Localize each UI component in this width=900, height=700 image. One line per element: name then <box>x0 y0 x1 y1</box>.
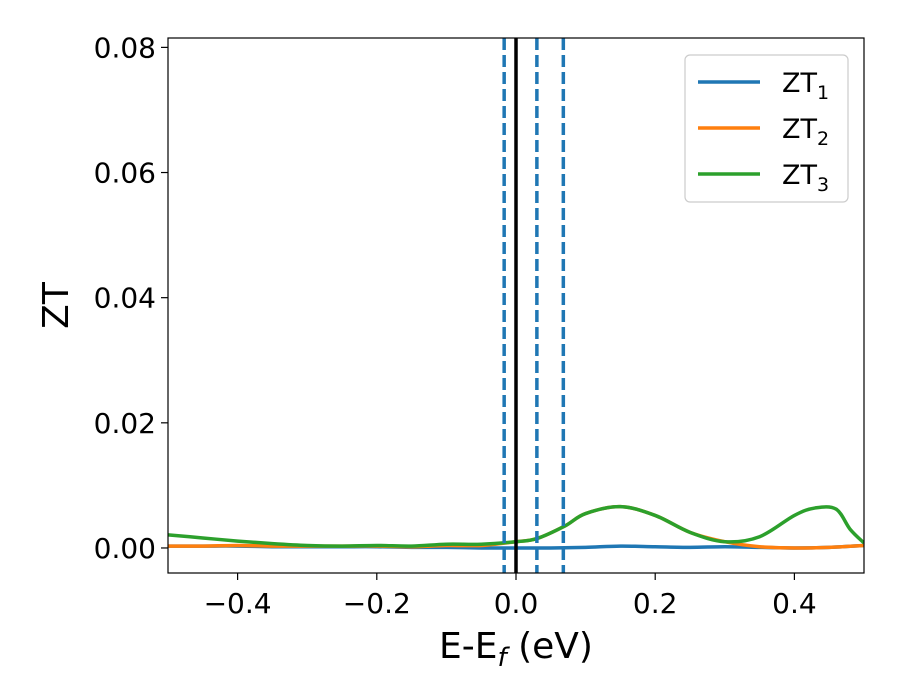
x-tick-label: 0.2 <box>633 587 678 620</box>
x-tick-label: 0.0 <box>494 587 539 620</box>
legend-label-main: ZT <box>782 68 817 99</box>
y-tick-label: 0.04 <box>94 282 156 315</box>
legend-box <box>684 54 849 203</box>
y-tick-label: 0.00 <box>94 532 156 565</box>
x-tick-label: 0.4 <box>772 587 817 620</box>
legend-label-zt3: ZT3 <box>782 160 829 196</box>
legend-label-main: ZT <box>782 160 817 191</box>
legend-label-subscript: 2 <box>817 128 829 150</box>
x-tick-label: −0.4 <box>204 587 272 620</box>
legend-label-zt1: ZT1 <box>782 68 829 104</box>
legend-label-subscript: 1 <box>817 82 829 104</box>
x-tick-label: −0.2 <box>343 587 411 620</box>
axis-labels-layer: E-Ef (eV) ZT <box>36 281 593 673</box>
legend-label-subscript: 3 <box>817 174 829 196</box>
series-line-zt3 <box>168 504 864 548</box>
legend-label-zt2: ZT2 <box>782 114 829 150</box>
ticks-layer: −0.4 −0.2 0.0 0.2 0.4 0.00 0.02 0.04 0.06 0.08 <box>94 31 817 620</box>
x-axis-label: E-Ef (eV) <box>439 626 593 673</box>
y-axis-label: ZT <box>36 281 77 329</box>
reference-lines-layer <box>502 38 566 573</box>
y-tick-label: 0.08 <box>94 31 156 64</box>
x-axis-label-unit: (eV) <box>507 626 593 667</box>
y-tick-label: 0.02 <box>94 407 156 440</box>
y-tick-label: 0.06 <box>94 157 156 190</box>
x-axis-label-main: E-E <box>439 626 497 667</box>
legend-label-main: ZT <box>782 114 817 145</box>
